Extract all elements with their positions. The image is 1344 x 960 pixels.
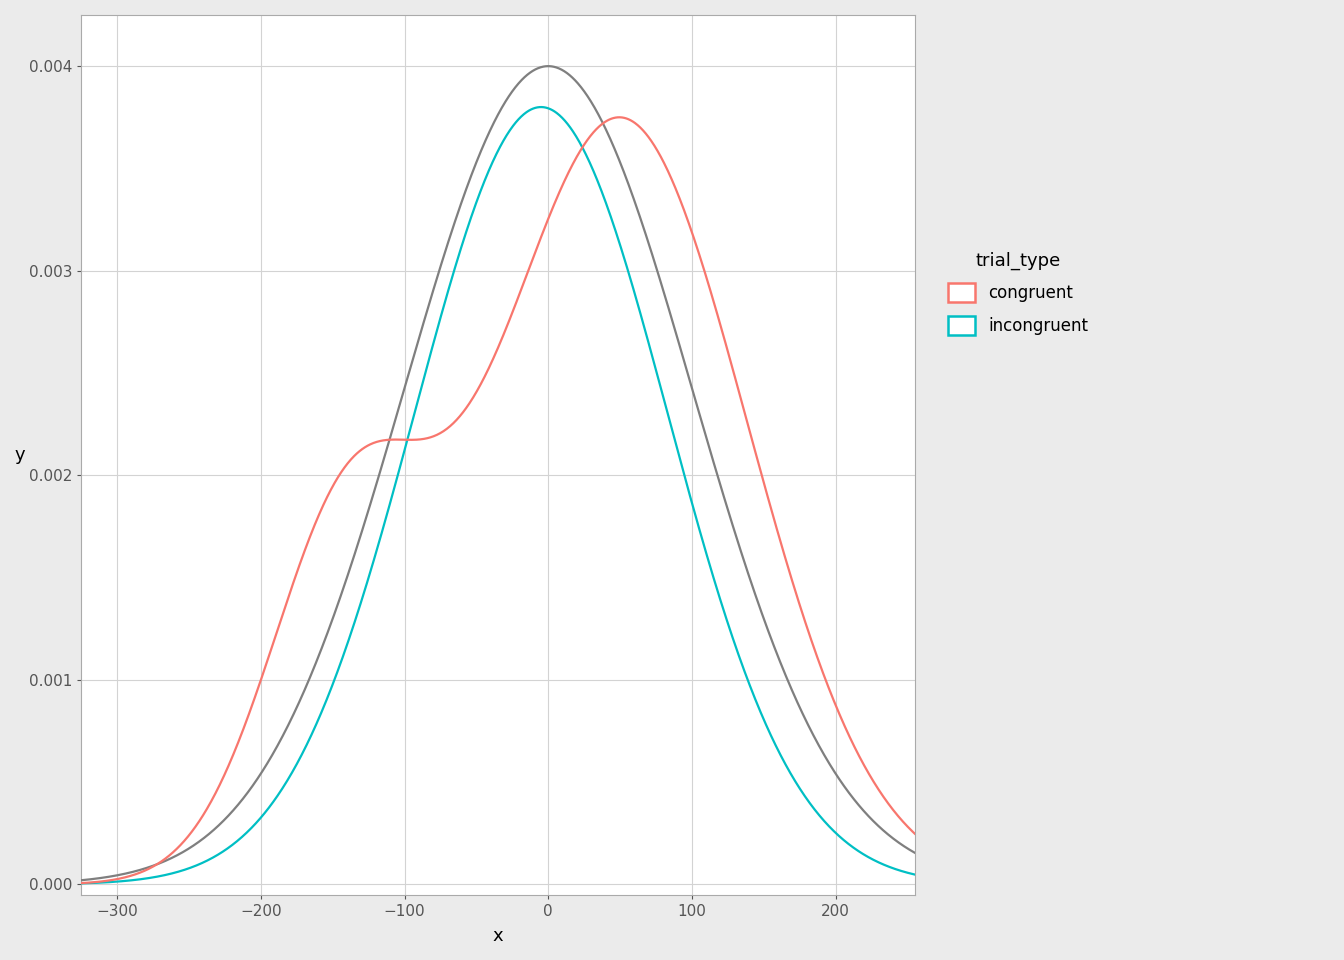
X-axis label: x: x bbox=[493, 927, 503, 945]
Legend: congruent, incongruent: congruent, incongruent bbox=[939, 243, 1097, 344]
Y-axis label: y: y bbox=[15, 445, 26, 464]
